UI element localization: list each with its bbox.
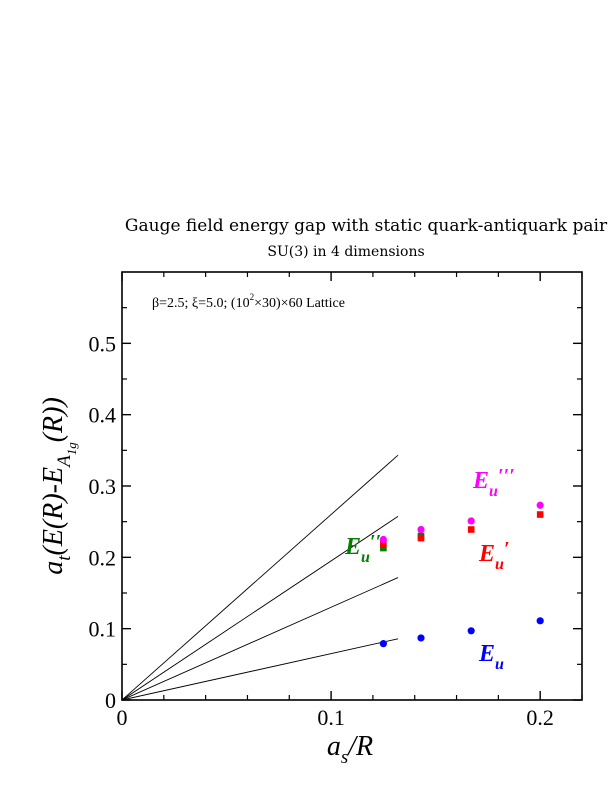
point-eu bbox=[536, 617, 544, 625]
x-tick-label: 0 bbox=[117, 705, 128, 730]
data-points bbox=[379, 501, 544, 648]
point-euppp bbox=[467, 517, 475, 525]
series-label-eu-double-prime: Eu′′ bbox=[344, 531, 381, 566]
x-tick-label: 0.1 bbox=[317, 705, 345, 730]
point-euppp bbox=[379, 535, 387, 544]
series-label-eu: Eu bbox=[478, 641, 504, 673]
x-axis-label: as/R bbox=[327, 731, 373, 768]
point-eup bbox=[467, 526, 475, 533]
reference-lines bbox=[121, 454, 399, 701]
y-tick-label: 0.2 bbox=[89, 545, 117, 570]
y-tick-label: 0.5 bbox=[89, 331, 117, 356]
y-tick-label: 0.1 bbox=[89, 617, 117, 642]
axis-ticks: 0 0.1 0.2 0 0.1 0.2 0.3 0.4 0.5 bbox=[89, 272, 583, 730]
y-tick-label: 0.3 bbox=[89, 474, 117, 499]
y-tick-label: 0.4 bbox=[89, 403, 117, 428]
chart-subtitle: SU(3) in 4 dimensions bbox=[267, 244, 424, 260]
point-eu bbox=[417, 634, 425, 642]
lattice-annotation: β=2.5; ξ=5.0; (102×30)×60 Lattice bbox=[152, 292, 345, 311]
reference-line bbox=[121, 577, 399, 701]
chart-title: Gauge field energy gap with static quark… bbox=[125, 216, 608, 236]
point-euppp bbox=[536, 501, 544, 509]
series-label-eu-prime: Eu′ bbox=[478, 538, 510, 573]
reference-line bbox=[121, 516, 399, 701]
point-eu bbox=[467, 627, 475, 635]
point-euppp bbox=[417, 525, 425, 534]
reference-line bbox=[121, 638, 399, 701]
y-axis-label: at(E(R)-EA1g(R)) bbox=[38, 397, 79, 575]
reference-line bbox=[121, 454, 399, 701]
x-tick-label: 0.2 bbox=[526, 705, 554, 730]
y-tick-label: 0 bbox=[105, 688, 116, 713]
point-eu bbox=[379, 640, 387, 648]
point-eup bbox=[380, 540, 387, 548]
point-eupp bbox=[380, 544, 387, 552]
point-eup bbox=[536, 511, 544, 518]
series-label-eu-triple-prime: Eu′′′ bbox=[472, 465, 515, 500]
point-eup bbox=[417, 534, 425, 542]
